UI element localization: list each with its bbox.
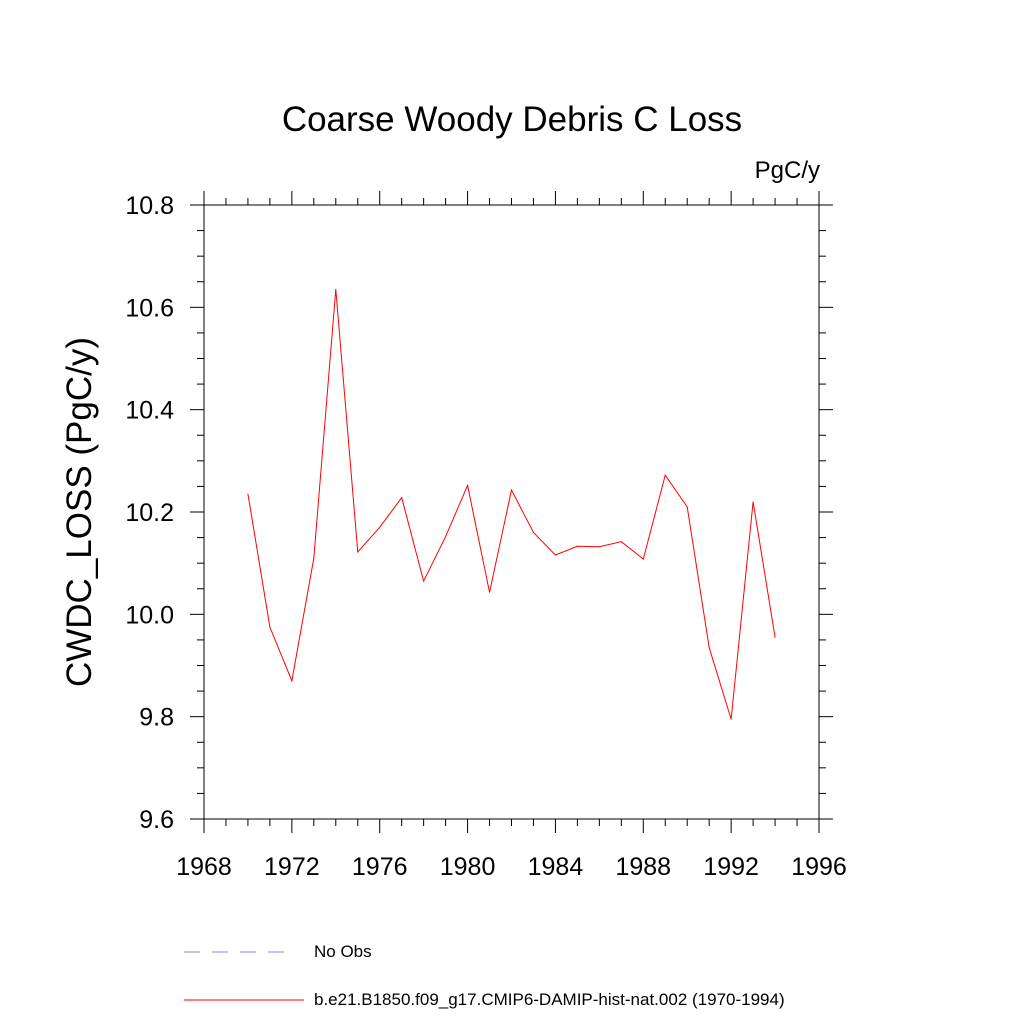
data-point (335, 288, 337, 290)
data-point (730, 718, 732, 720)
data-point (269, 626, 271, 628)
y-tick-label: 10.8 (125, 192, 174, 220)
data-point (620, 541, 622, 543)
x-tick-label: 1988 (615, 853, 671, 881)
legend-label-model-run: b.e21.B1850.f09_g17.CMIP6-DAMIP-hist-nat… (314, 990, 785, 1009)
y-tick-label: 10.6 (125, 294, 174, 322)
legend-item-no-obs: No Obs (184, 942, 372, 962)
x-tick-label: 1968 (176, 853, 232, 881)
data-point (511, 489, 512, 491)
y-tick-label: 9.6 (139, 806, 174, 834)
chart-title: Coarse Woody Debris C Loss (281, 100, 743, 139)
data-point (247, 493, 249, 495)
data-point (489, 591, 491, 593)
data-point (686, 506, 688, 508)
data-point (642, 558, 644, 560)
x-tick-label: 1976 (352, 853, 408, 881)
y-tick-label: 10.0 (125, 601, 174, 629)
series-line (247, 289, 776, 720)
data-point (401, 497, 403, 499)
legend-label-no-obs: No Obs (314, 942, 372, 961)
data-point (357, 551, 359, 553)
y-tick-label: 10.2 (125, 499, 174, 527)
data-point (445, 536, 447, 538)
x-tick-label: 1980 (440, 853, 496, 881)
legend-swatch-solid (184, 999, 304, 1001)
y-tick-label: 9.8 (139, 704, 174, 732)
legend-item-model-run: b.e21.B1850.f09_g17.CMIP6-DAMIP-hist-nat… (184, 990, 785, 1010)
data-point (576, 545, 578, 547)
x-tick-label: 1996 (791, 853, 847, 881)
data-point (423, 580, 425, 582)
data-point (752, 501, 754, 503)
data-point (291, 680, 293, 682)
units-label: PgC/y (754, 157, 820, 184)
x-tick-label: 1972 (264, 853, 320, 881)
data-point (774, 636, 776, 638)
x-tick-label: 1992 (703, 853, 759, 881)
x-tick-label: 1984 (528, 853, 584, 881)
data-point (532, 531, 534, 533)
data-point (708, 647, 710, 649)
data-point (554, 554, 556, 556)
data-point (664, 474, 666, 476)
data-point (313, 557, 315, 559)
data-point (467, 484, 469, 486)
plot-frame (203, 204, 820, 820)
legend-swatch-dashed (184, 951, 294, 953)
y-tick-label: 10.4 (125, 397, 174, 425)
data-point (379, 526, 381, 528)
data-point (598, 546, 600, 548)
